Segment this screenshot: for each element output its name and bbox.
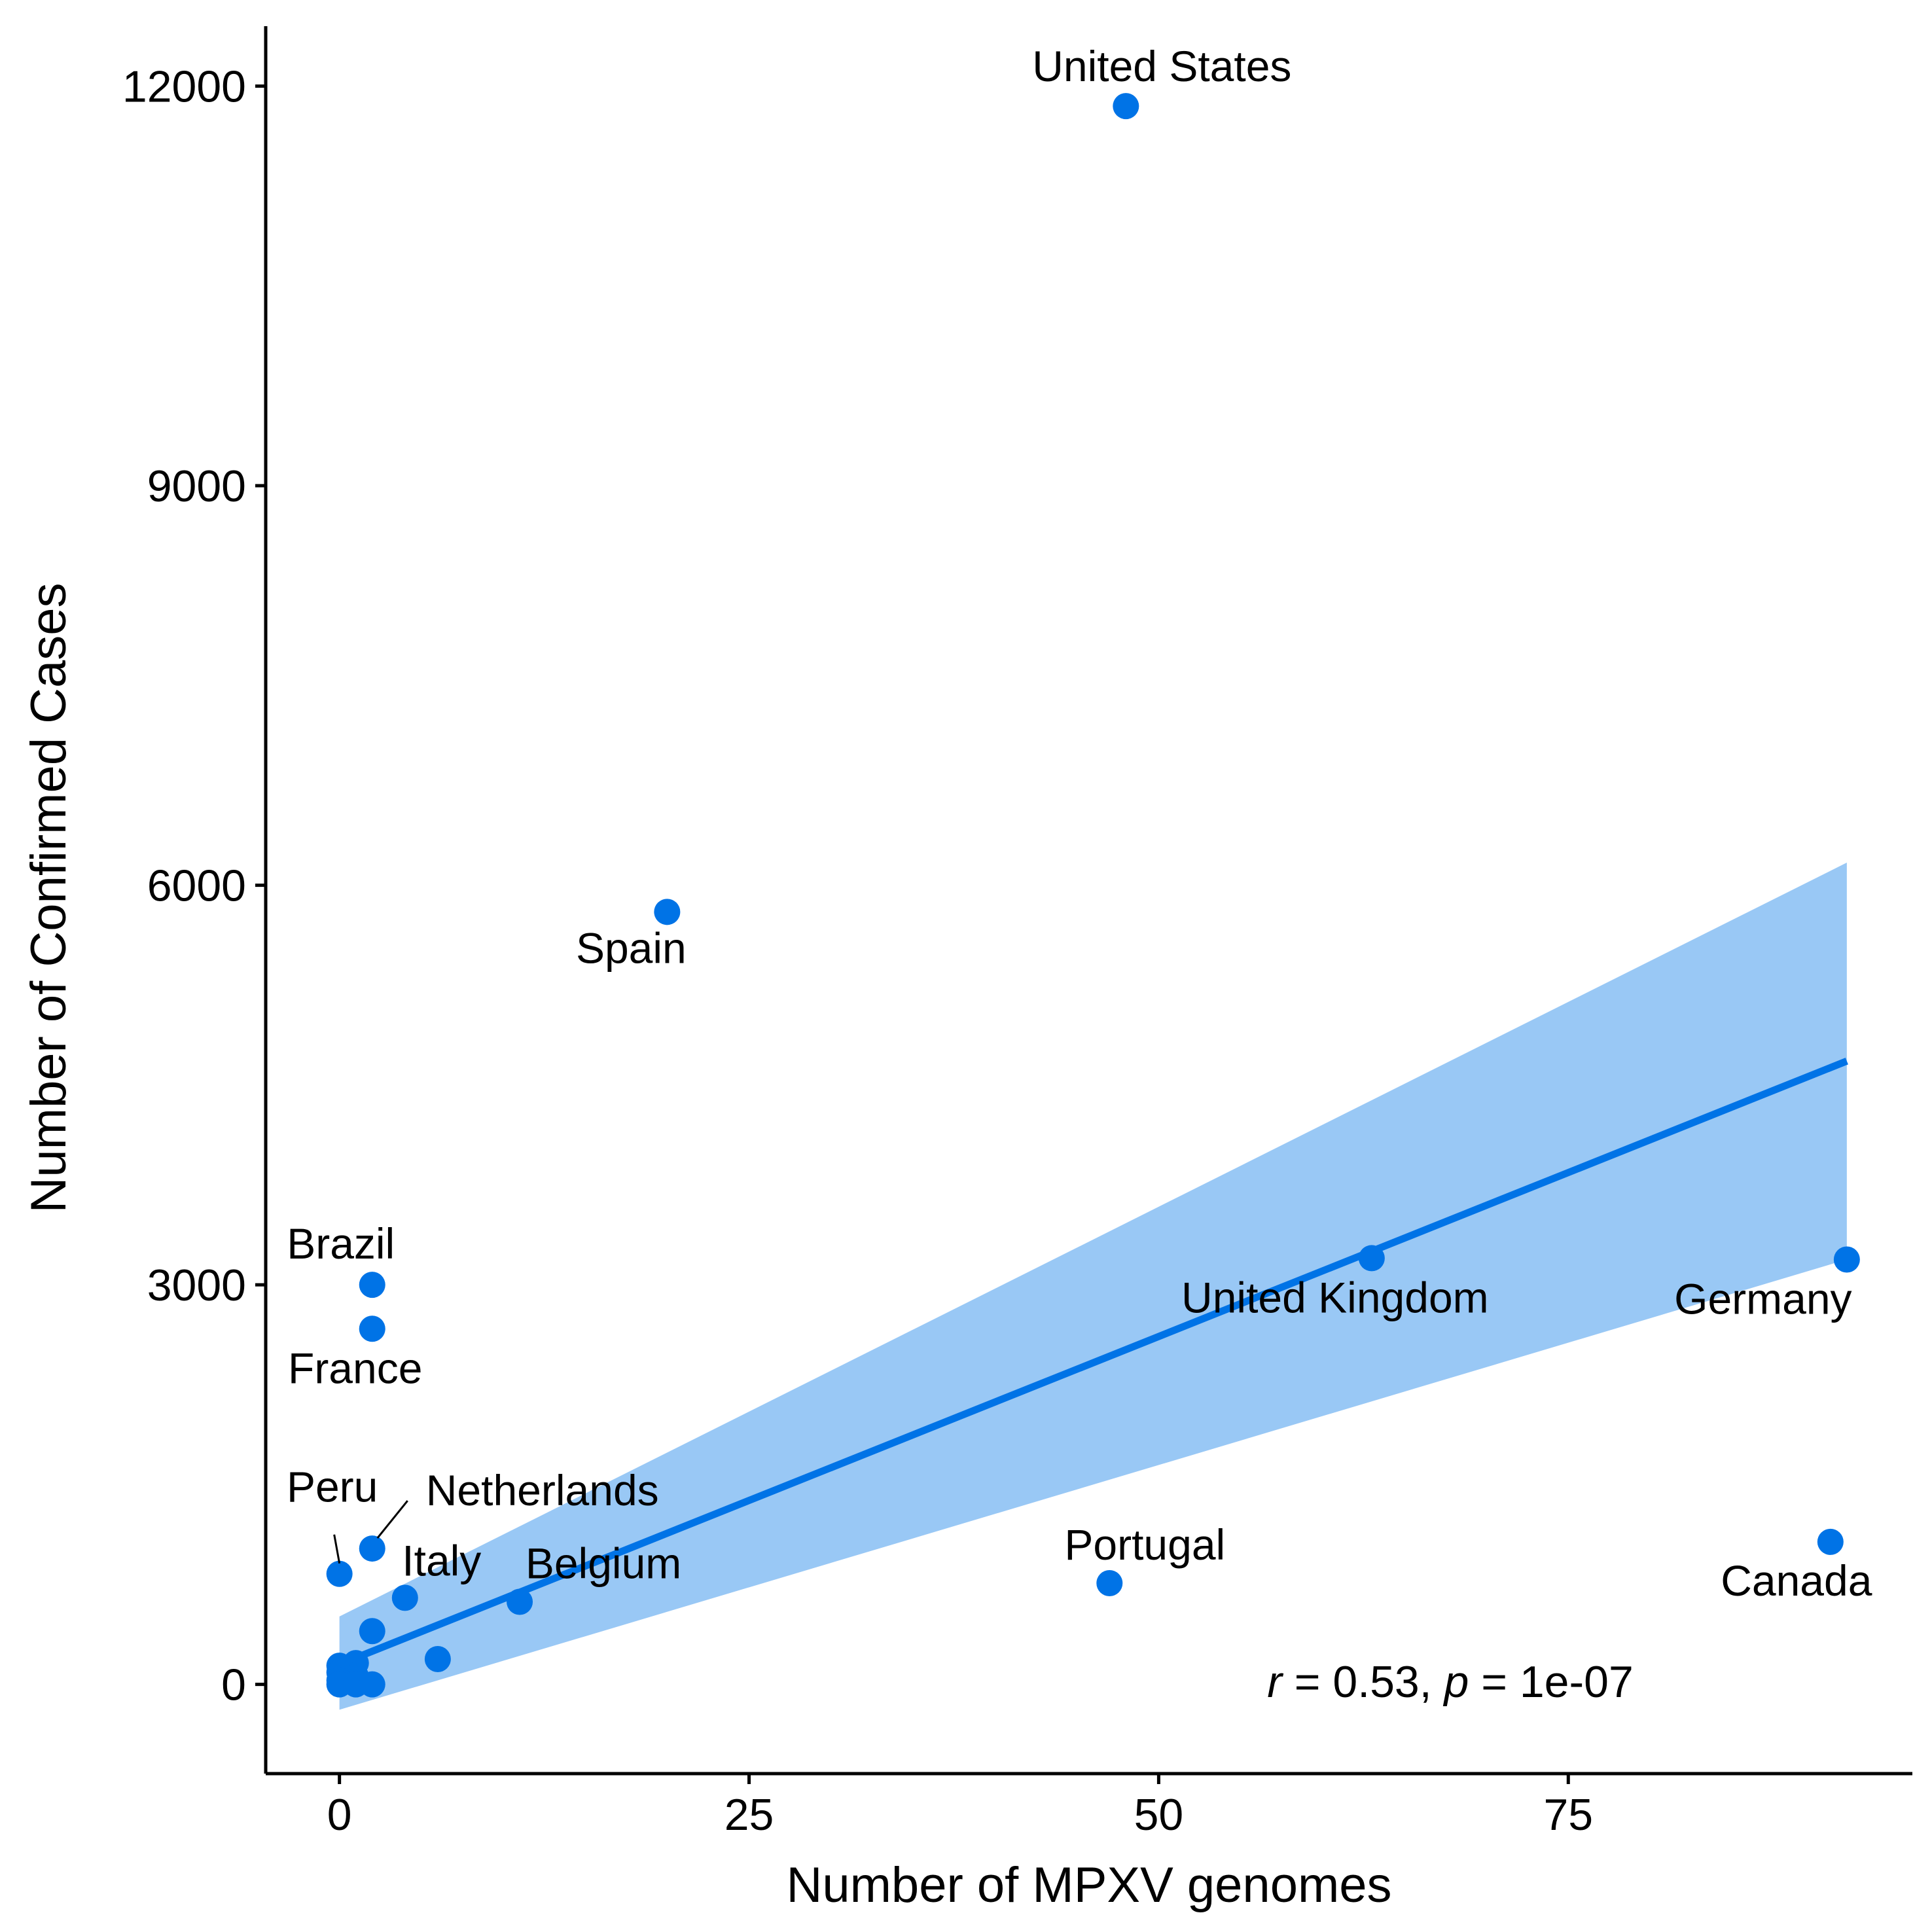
data-point-spain bbox=[654, 899, 681, 925]
point-label-germany: Germany bbox=[1674, 1274, 1851, 1323]
data-point bbox=[359, 1671, 385, 1698]
y-tick-label: 9000 bbox=[147, 461, 246, 511]
data-point-brazil bbox=[359, 1272, 385, 1298]
data-point-portugal bbox=[1096, 1569, 1123, 1596]
ticks-layer: 0 3000 6000 9000 12000 0 25 50 75 bbox=[122, 62, 1593, 1840]
confidence-band-layer bbox=[339, 863, 1847, 1710]
axes-layer bbox=[264, 26, 1912, 1776]
y-axis-title: Number of Confirmed Cases bbox=[21, 582, 77, 1213]
data-point-france bbox=[359, 1315, 385, 1342]
data-point-belgium bbox=[507, 1588, 533, 1615]
data-point-netherlands bbox=[359, 1535, 385, 1562]
x-tick-label: 0 bbox=[327, 1790, 352, 1840]
point-label-brazil: Brazil bbox=[287, 1219, 395, 1268]
x-axis-title: Number of MPXV genomes bbox=[786, 1857, 1391, 1913]
point-label-united-kingdom: United Kingdom bbox=[1181, 1273, 1489, 1321]
y-tick-label: 12000 bbox=[122, 62, 246, 112]
label-leader-netherlands bbox=[376, 1500, 408, 1539]
point-label-spain: Spain bbox=[576, 923, 687, 972]
point-label-portugal: Portugal bbox=[1064, 1520, 1225, 1569]
x-tick-label: 25 bbox=[724, 1790, 774, 1840]
p-symbol: p bbox=[1443, 1657, 1469, 1707]
r-value: = 0.53, bbox=[1282, 1657, 1444, 1707]
data-point-italy bbox=[391, 1584, 418, 1611]
y-tick-label: 0 bbox=[221, 1660, 246, 1710]
y-tick-label: 6000 bbox=[147, 861, 246, 911]
point-label-belgium: Belgium bbox=[526, 1539, 681, 1587]
regression-line-layer bbox=[338, 1058, 1848, 1668]
data-point-united-kingdom bbox=[1358, 1245, 1385, 1272]
point-label-peru: Peru bbox=[287, 1463, 378, 1511]
point-label-canada: Canada bbox=[1721, 1556, 1872, 1605]
point-label-netherlands: Netherlands bbox=[426, 1466, 659, 1514]
point-label-united-states: United States bbox=[1032, 42, 1291, 90]
label-leader-peru bbox=[333, 1534, 341, 1564]
x-tick-label: 75 bbox=[1543, 1790, 1593, 1840]
data-point-peru bbox=[326, 1560, 353, 1587]
points-layer bbox=[326, 93, 1860, 1698]
data-point-canada bbox=[1817, 1528, 1844, 1555]
p-value: = 1e-07 bbox=[1469, 1657, 1633, 1707]
correlation-annotation: r = 0.53, p = 1e-07 bbox=[1267, 1657, 1634, 1707]
r-symbol: r bbox=[1267, 1657, 1283, 1707]
point-label-italy: Italy bbox=[402, 1536, 481, 1584]
y-tick-label: 3000 bbox=[147, 1261, 246, 1310]
data-point-united-states bbox=[1113, 93, 1139, 120]
data-point-germany bbox=[1833, 1246, 1860, 1273]
data-point bbox=[424, 1645, 451, 1672]
confidence-band bbox=[339, 863, 1847, 1710]
regression-line bbox=[338, 1058, 1848, 1668]
point-label-france: France bbox=[288, 1344, 422, 1392]
data-point bbox=[359, 1618, 385, 1645]
point-labels-layer: United States Spain Brazil France United Kin… bbox=[287, 42, 1872, 1605]
x-tick-label: 50 bbox=[1134, 1790, 1184, 1840]
